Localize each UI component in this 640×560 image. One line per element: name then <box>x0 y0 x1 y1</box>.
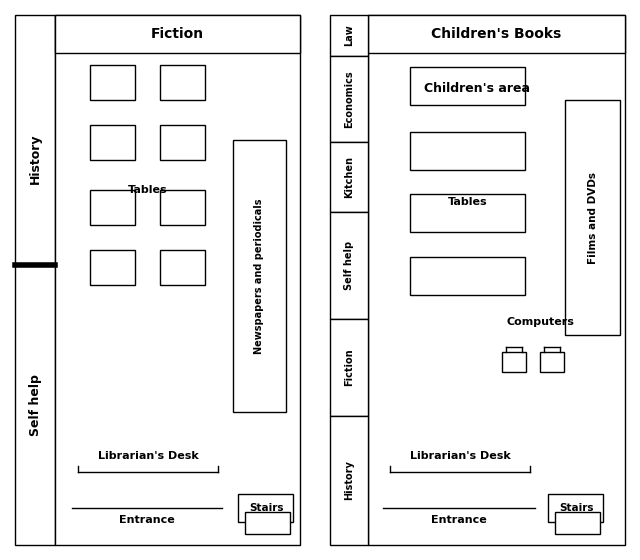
Bar <box>368 15 625 53</box>
Text: Law: Law <box>344 25 354 46</box>
Bar <box>330 142 368 212</box>
Bar <box>245 512 290 534</box>
Text: Fiction: Fiction <box>151 27 204 41</box>
Text: Tables: Tables <box>128 185 167 195</box>
Text: Children's Books: Children's Books <box>431 27 562 41</box>
Text: Computers: Computers <box>506 317 574 327</box>
Bar <box>548 494 603 522</box>
Bar <box>160 125 205 160</box>
Bar <box>410 132 525 170</box>
Bar <box>555 512 600 534</box>
Bar <box>233 140 286 412</box>
Text: Entrance: Entrance <box>431 515 487 525</box>
Text: Economics: Economics <box>344 70 354 128</box>
Bar <box>410 67 525 105</box>
Text: Films and DVDs: Films and DVDs <box>588 171 598 264</box>
Text: Tables: Tables <box>448 197 487 207</box>
Bar <box>55 15 300 545</box>
Bar <box>160 190 205 225</box>
Bar <box>90 190 135 225</box>
Bar <box>15 15 55 545</box>
Bar <box>90 125 135 160</box>
Bar <box>540 352 564 372</box>
Text: Kitchen: Kitchen <box>344 156 354 198</box>
Bar <box>502 352 526 372</box>
Text: Self help: Self help <box>344 241 354 290</box>
Text: Stairs: Stairs <box>249 503 284 513</box>
Bar <box>90 65 135 100</box>
Text: Fiction: Fiction <box>344 349 354 386</box>
Bar <box>160 65 205 100</box>
Text: Librarian's Desk: Librarian's Desk <box>410 451 510 461</box>
Bar <box>238 494 293 522</box>
Bar <box>330 416 368 545</box>
Text: History: History <box>344 460 354 501</box>
Text: Newspapers and periodicals: Newspapers and periodicals <box>255 198 264 354</box>
Bar <box>410 257 525 295</box>
Bar <box>330 212 368 319</box>
Text: Librarian's Desk: Librarian's Desk <box>98 451 198 461</box>
Text: Stairs: Stairs <box>559 503 593 513</box>
Bar <box>55 15 300 53</box>
Bar <box>330 15 368 56</box>
Text: Self help: Self help <box>29 374 42 436</box>
Bar <box>330 56 368 142</box>
Text: Entrance: Entrance <box>119 515 175 525</box>
Bar <box>410 194 525 232</box>
Bar <box>90 250 135 285</box>
Bar <box>160 250 205 285</box>
Bar <box>330 319 368 416</box>
Text: History: History <box>29 134 42 184</box>
Text: Children's area: Children's area <box>424 82 529 95</box>
Bar <box>565 100 620 335</box>
Bar <box>368 15 625 545</box>
